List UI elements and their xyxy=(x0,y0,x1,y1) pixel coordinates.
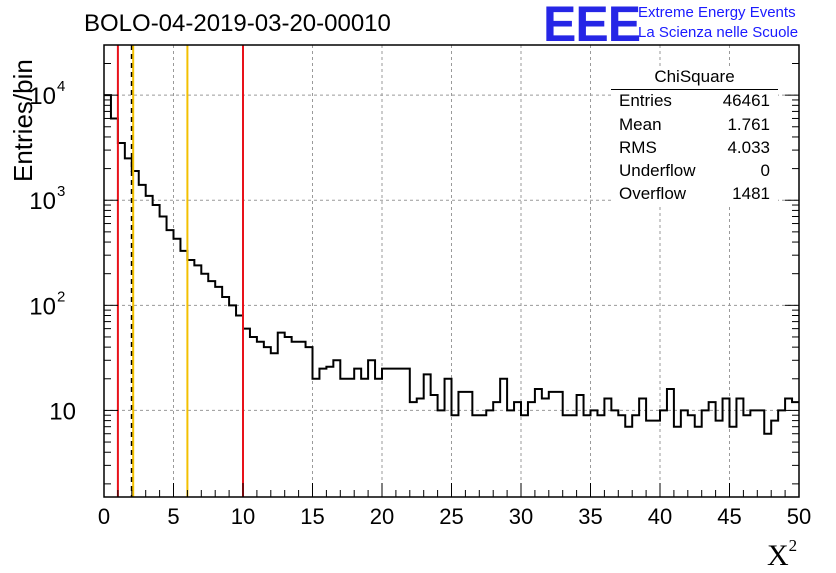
y-tick-label: 10 xyxy=(29,188,56,215)
x-tick-label: 35 xyxy=(578,504,602,529)
y-tick-exponent: 4 xyxy=(57,78,65,95)
stats-key: Underflow xyxy=(619,161,696,180)
stats-key: Mean xyxy=(619,115,662,134)
x-tick-label: 5 xyxy=(167,504,179,529)
y-tick-label: 10 xyxy=(49,398,76,425)
stats-key: Entries xyxy=(619,91,672,110)
x-tick-label: 15 xyxy=(300,504,324,529)
stats-value: 0 xyxy=(760,161,770,180)
stats-value: 4.033 xyxy=(727,138,770,157)
grid xyxy=(104,45,799,497)
stats-row-entries: Entries 46461 xyxy=(619,91,770,114)
eee-logo: EEE xyxy=(543,0,641,52)
plot-title: BOLO-04-2019-03-20-00010 xyxy=(84,10,391,37)
stats-value: 46461 xyxy=(722,91,770,110)
histogram-step-line xyxy=(104,94,799,435)
x-tick-label: 20 xyxy=(370,504,394,529)
stats-key: Overflow xyxy=(619,184,687,203)
stats-row-underflow: Underflow 0 xyxy=(619,161,770,184)
x-tick-label: 50 xyxy=(787,504,811,529)
stats-title: ChiSquare xyxy=(654,67,735,86)
y-tick-exponent: 3 xyxy=(57,183,65,200)
x-tick-label: 25 xyxy=(439,504,463,529)
x-tick-label: 45 xyxy=(717,504,741,529)
logo-tagline-2: La Scienza nelle Scuole xyxy=(638,24,799,41)
logo-tagline-1: Extreme Energy Events xyxy=(638,4,796,21)
stats-divider xyxy=(611,89,778,90)
y-tick-label: 10 xyxy=(29,293,56,320)
y-axis-label: Entries/bin xyxy=(8,59,38,182)
x-tick-label: 10 xyxy=(231,504,255,529)
x-tick-label: 30 xyxy=(509,504,533,529)
histogram-series xyxy=(104,94,799,435)
axis-ticks xyxy=(103,44,800,497)
x-axis-label: X2 xyxy=(767,536,798,572)
y-tick-exponent: 2 xyxy=(57,288,65,305)
stats-row-rms: RMS 4.033 xyxy=(619,138,770,161)
stats-value: 1.761 xyxy=(727,115,770,134)
stats-value: 1481 xyxy=(732,184,770,203)
x-tick-label: 40 xyxy=(648,504,672,529)
x-tick-label: 0 xyxy=(98,504,110,529)
stats-row-overflow: Overflow 1481 xyxy=(619,184,770,207)
cut-lines xyxy=(116,45,244,497)
stats-box: ChiSquare Entries 46461 Mean 1.761 RMS 4… xyxy=(611,66,778,206)
stats-key: RMS xyxy=(619,138,657,157)
y-tick-label: 10 xyxy=(29,83,56,110)
stats-row-mean: Mean 1.761 xyxy=(619,115,770,138)
